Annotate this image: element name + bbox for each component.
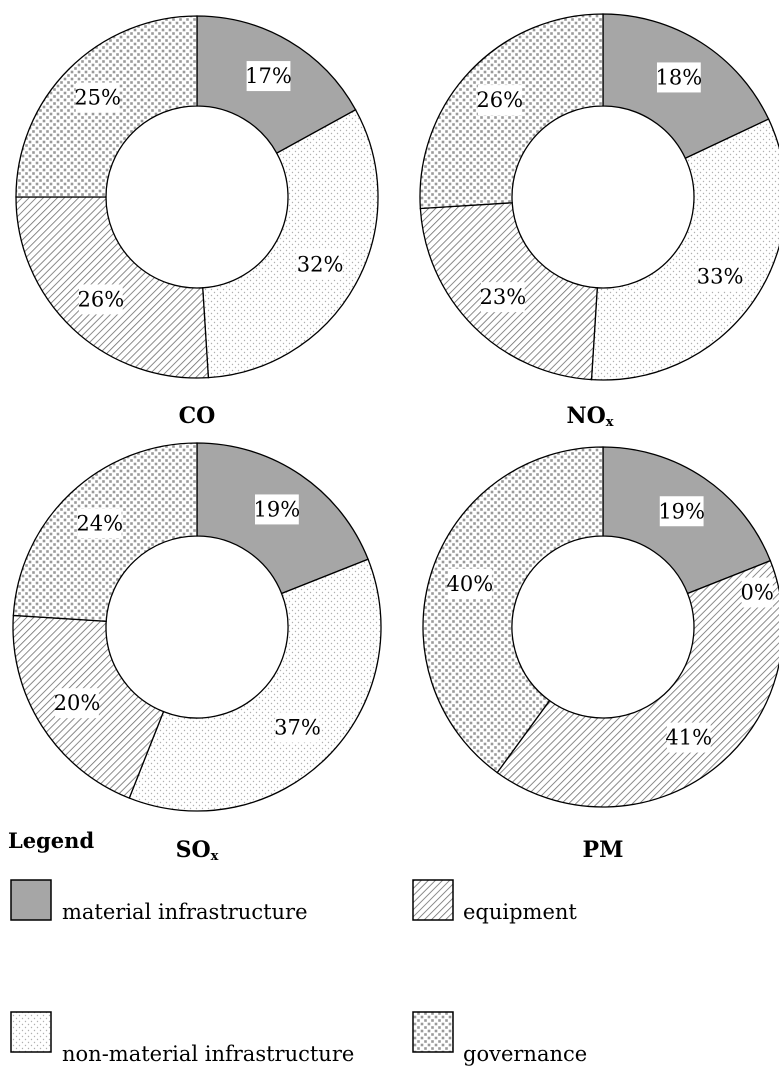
data-label-nox-material-infrastructure: 18% xyxy=(656,65,703,89)
donut-sox: 19% 37% 20% 24% SOx xyxy=(12,442,382,864)
data-label-nox-equipment: 23% xyxy=(480,285,527,309)
legend-label-equipment: equipment xyxy=(463,900,577,924)
slice-pm-equipment xyxy=(496,559,779,808)
label-bg-nox-governance xyxy=(477,85,522,116)
data-label-co-equipment: 26% xyxy=(77,287,124,311)
legend-swatch-material-infrastructure xyxy=(10,879,52,921)
label-bg-nox-equipment xyxy=(480,282,525,313)
donut-nox-labels: 18% 33% 23% 26% xyxy=(476,62,744,313)
slice-nox-non-material-infrastructure xyxy=(590,118,779,381)
data-label-nox-non-material-infrastructure: 33% xyxy=(697,265,744,289)
legend-label-non-material-infrastructure: non-material infrastructure xyxy=(62,1042,354,1066)
data-label-pm-governance: 40% xyxy=(447,572,494,596)
label-bg-pm-material-infrastructure xyxy=(659,496,704,527)
legend-title: Legend xyxy=(8,828,94,853)
chart-title-pm: PM xyxy=(583,837,624,863)
slice-sox-non-material-infrastructure xyxy=(128,558,382,812)
chart-title-nox: NOx xyxy=(566,403,613,430)
data-label-nox-governance: 26% xyxy=(476,88,523,112)
data-label-co-governance: 25% xyxy=(74,86,121,110)
slice-co-non-material-infrastructure xyxy=(202,108,379,379)
data-label-pm-material-infrastructure: 19% xyxy=(658,499,705,523)
donut-charts: 17% 32% 26% 25% CO 18% 33% 23% 26% NOx 19% 37% 20% 24… xyxy=(12,13,779,864)
donut-nox: 18% 33% 23% 26% NOx xyxy=(419,13,779,430)
label-bg-pm-governance xyxy=(447,568,492,599)
donut-sox-labels: 19% 37% 20% 24% xyxy=(54,494,321,743)
label-bg-sox-material-infrastructure xyxy=(255,494,299,525)
data-label-pm-equipment: 41% xyxy=(665,726,712,750)
label-bg-sox-governance xyxy=(77,508,122,539)
label-bg-co-non-material-infrastructure xyxy=(298,249,343,280)
label-bg-pm-equipment xyxy=(666,722,711,753)
label-bg-pm-non-material-infrastructure xyxy=(741,577,773,608)
donut-co: 17% 32% 26% 25% CO xyxy=(15,15,379,429)
legend-swatch-governance xyxy=(412,1011,454,1053)
label-bg-co-governance xyxy=(75,82,120,113)
label-bg-nox-non-material-infrastructure xyxy=(698,261,743,292)
label-bg-co-material-infrastructure xyxy=(246,61,291,92)
slice-pm-governance xyxy=(422,446,604,774)
legend-label-governance: governance xyxy=(463,1042,587,1066)
label-bg-nox-material-infrastructure xyxy=(656,62,701,93)
data-label-sox-non-material-infrastructure: 37% xyxy=(274,716,321,740)
donut-co-labels: 17% 32% 26% 25% xyxy=(74,61,344,315)
data-label-co-material-infrastructure: 17% xyxy=(245,64,292,88)
data-label-pm-non-material-infrastructure: 0% xyxy=(741,581,774,605)
legend: Legend material infrastructure equipment… xyxy=(8,828,587,1066)
donut-pm: 19% 0% 41% 40% PM xyxy=(422,446,779,863)
legend-label-material-infrastructure: material infrastructure xyxy=(62,900,308,924)
label-bg-sox-equipment xyxy=(55,688,99,719)
donut-pm-labels: 19% 0% 41% 40% xyxy=(447,496,774,753)
legend-swatch-non-material-infrastructure xyxy=(10,1011,52,1053)
data-label-co-non-material-infrastructure: 32% xyxy=(297,253,344,277)
data-label-sox-material-infrastructure: 19% xyxy=(254,497,301,521)
label-bg-sox-non-material-infrastructure xyxy=(275,712,320,743)
label-bg-co-equipment xyxy=(78,284,123,315)
chart-title-co: CO xyxy=(179,403,216,429)
chart-title-sox: SOx xyxy=(176,837,219,864)
data-label-sox-governance: 24% xyxy=(76,511,123,535)
data-label-sox-equipment: 20% xyxy=(54,691,101,715)
legend-swatch-equipment xyxy=(412,879,454,921)
